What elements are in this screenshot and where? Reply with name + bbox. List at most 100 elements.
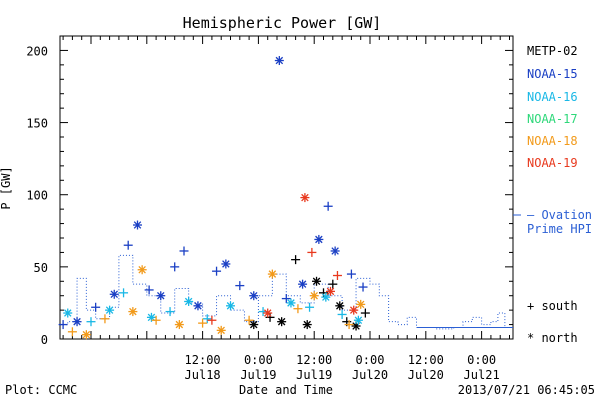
y-axis-ticks: 0 50 100 150 200 [26,35,513,347]
marker-noaa-15-south [123,240,133,250]
x-axis-ticks: 12:00Jul180:00Jul1912:00Jul190:00Jul2012… [62,36,511,382]
marker-noaa-18-north [356,299,366,309]
marker-noaa-19-south [207,315,217,325]
y-axis-label: P [GW] [0,166,13,209]
marker-noaa-16-south [119,288,129,298]
marker-stroke [63,309,72,317]
marker-metp-02-south [319,288,329,298]
marker-metp-02-south [328,279,338,289]
marker-stroke [354,316,363,325]
marker-stroke [175,320,184,329]
marker-noaa-15-south [91,302,101,312]
marker-noaa-15-south [58,320,68,330]
marker-stroke [222,260,230,268]
marker-stroke [105,306,114,314]
x-tick-label: 12:00 [408,353,444,367]
marker-noaa-16-south [202,314,212,324]
marker-noaa-18-south [67,327,77,337]
marker-stroke [184,297,193,306]
marker-noaa-15-north [298,279,308,289]
marker-noaa-18-north [128,307,138,317]
plot-frame [59,35,514,340]
marker-metp-02-north [312,276,322,286]
legend-entry-noaa-15: NOAA-15 [527,67,578,81]
marker-stroke [217,326,225,335]
marker-stroke [249,320,258,329]
legend-entry-noaa-16: NOAA-16 [527,90,578,104]
marker-stroke [336,302,344,310]
x-axis-label: Date and Time [239,383,333,397]
x-tick-label: 0:00 [244,353,273,367]
marker-noaa-15-north [193,301,203,311]
x-tick-label: 0:00 [467,353,496,367]
marker-noaa-18-south [344,320,354,330]
marker-stroke [194,302,202,310]
marker-noaa-19-north [263,308,273,318]
satellite-markers [58,56,370,340]
marker-metp-02-south [360,308,370,318]
marker-noaa-16-north [286,298,296,308]
marker-stroke [315,235,323,244]
marker-noaa-18-north [174,320,184,330]
marker-noaa-18-south [293,304,303,314]
marker-metp-02-north [302,320,312,330]
marker-stroke [138,265,146,274]
marker-noaa-15-north [156,291,166,301]
marker-stroke [129,307,137,316]
marker-metp-02-north [335,301,345,311]
x-tick-label: 12:00 [185,353,221,367]
marker-stroke [356,300,365,309]
legend-entry-noaa-18: NOAA-18 [527,134,578,148]
marker-stroke [133,221,142,229]
x-tick-label: 12:00 [296,353,332,367]
y-tick-label: 100 [26,189,48,203]
marker-noaa-16-north [184,296,194,306]
marker-stroke [331,247,339,255]
marker-noaa-15-south [179,246,189,256]
marker-stroke [326,287,335,296]
chart-title: Hemispheric Power [GW] [183,14,382,32]
y-tick-label: 200 [26,44,48,58]
marker-noaa-15-north [274,56,284,66]
marker-noaa-16-south [165,307,175,317]
marker-noaa-16-south [337,309,347,319]
legend: METP-02 NOAA-15 NOAA-16 NOAA-17 NOAA-18 … [527,44,592,345]
ovation-hpi-path [60,254,513,330]
marker-stroke [287,299,295,307]
marker-metp-02-north [249,320,259,330]
marker-noaa-18-south [100,314,110,324]
legend-entry-noaa-19: NOAA-19 [527,156,578,170]
y-tick-label: 150 [26,117,48,131]
marker-stroke [322,293,330,301]
marker-noaa-19-north [325,286,335,296]
marker-stroke [147,313,156,322]
marker-stroke [298,280,307,288]
x-tick-date-label: Jul19 [240,368,276,382]
marker-stroke [156,291,165,300]
marker-noaa-16-south [305,302,315,312]
ovation-hpi-line [60,214,521,330]
marker-noaa-18-south [151,315,161,325]
legend-south-marker: + south [527,299,578,313]
marker-noaa-18-south [244,315,254,325]
marker-stroke [82,330,91,339]
marker-stroke [268,270,277,278]
marker-noaa-15-north [221,259,231,269]
marker-metp-02-south [265,312,275,322]
marker-metp-02-south [291,255,301,265]
marker-stroke [249,291,258,300]
marker-noaa-16-north [105,305,115,315]
y-tick-label: 50 [34,261,48,275]
marker-noaa-15-north [249,291,259,301]
marker-noaa-16-north [146,312,156,322]
marker-noaa-15-north [72,317,82,327]
legend-entry-metp-02: METP-02 [527,44,578,58]
marker-noaa-18-north [81,330,91,340]
x-tick-date-label: Jul19 [296,368,332,382]
marker-noaa-16-south [86,317,96,327]
legend-north-marker: * north [527,331,578,345]
x-tick-date-label: Jul18 [185,368,221,382]
marker-noaa-15-north [133,220,143,230]
x-tick-date-label: Jul20 [408,368,444,382]
marker-noaa-18-north [137,265,147,275]
